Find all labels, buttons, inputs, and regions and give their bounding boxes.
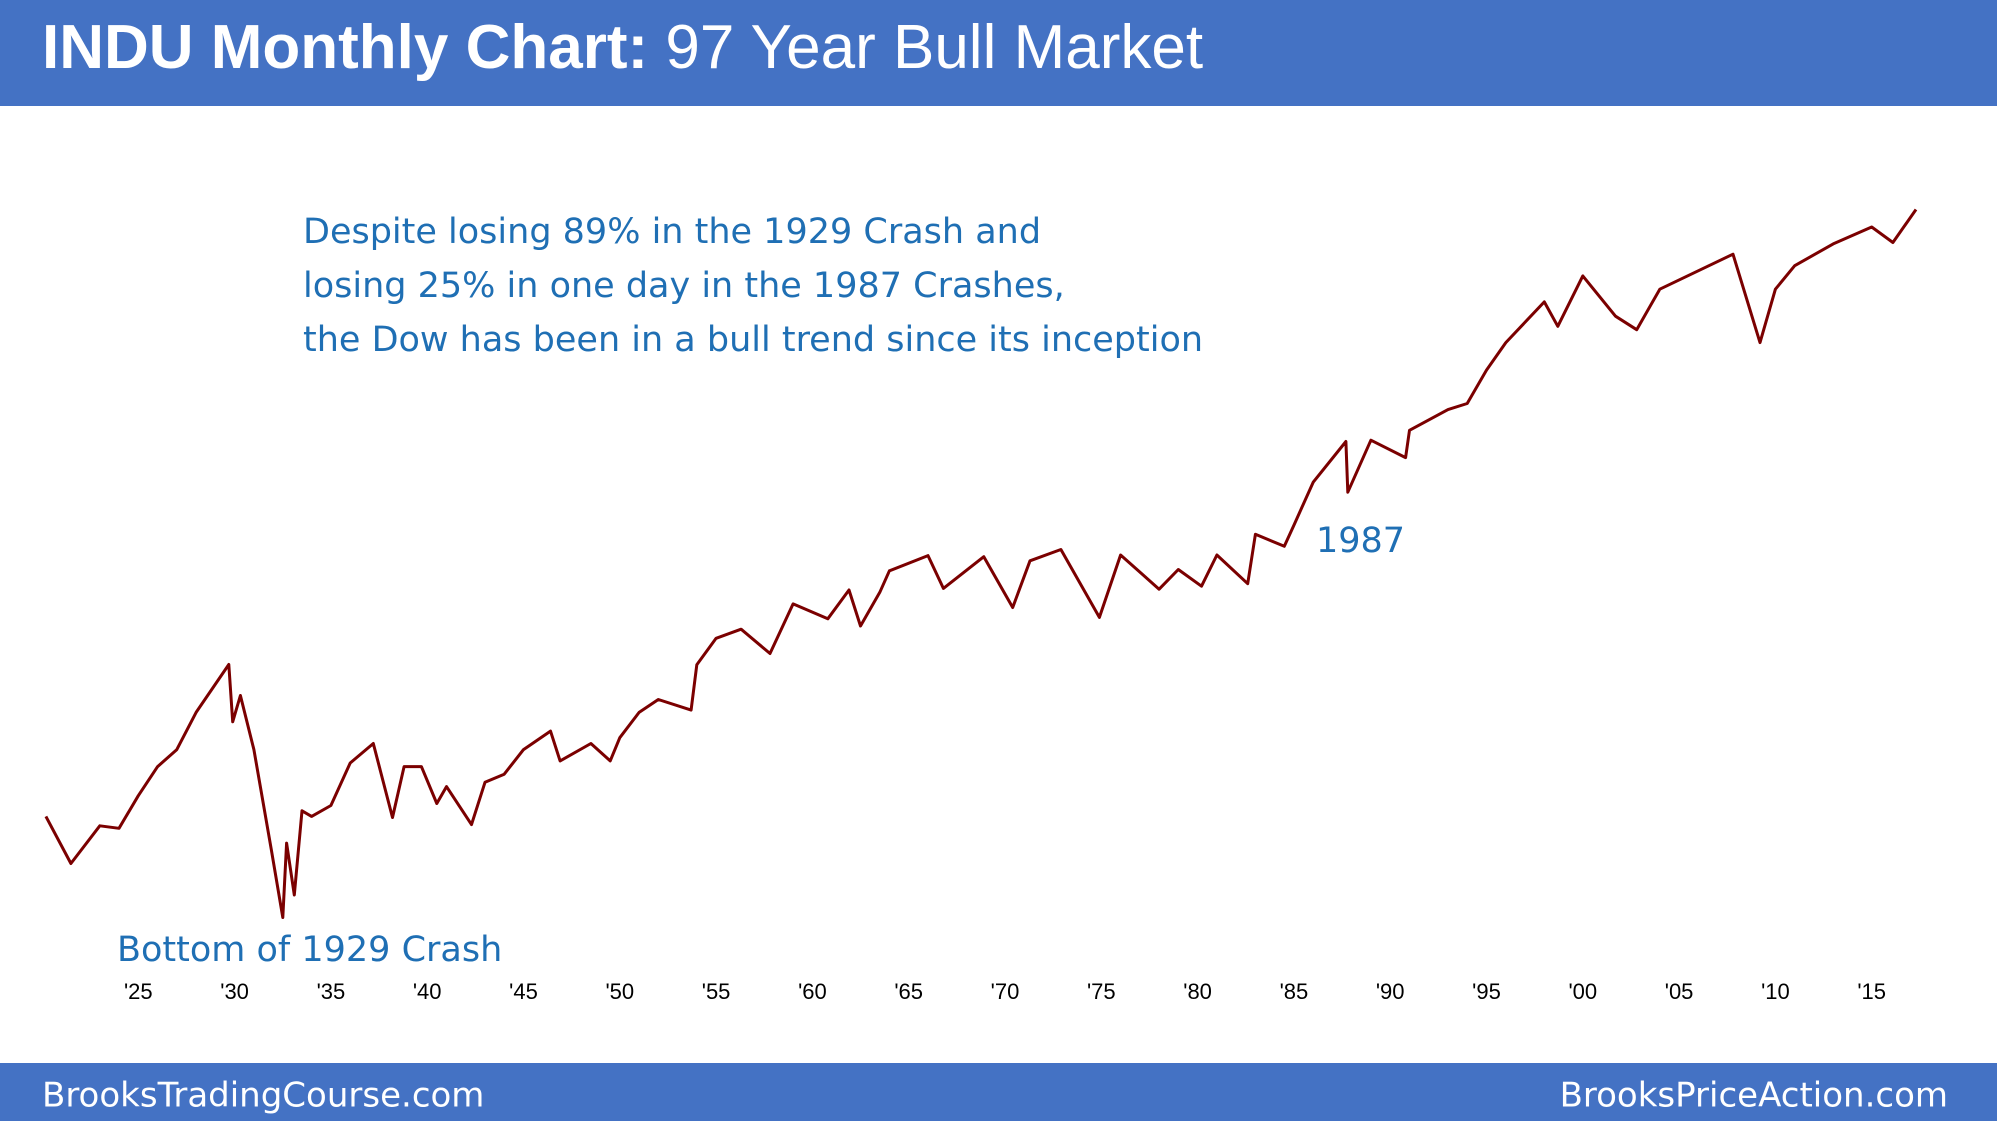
footer-left: BrooksTradingCourse.com — [42, 1076, 484, 1116]
x-tick-label: '50 — [605, 979, 634, 1004]
annotation: Bottom of 1929 Crash — [117, 930, 502, 970]
x-tick-label: '40 — [413, 979, 442, 1004]
x-tick-label: '75 — [1087, 979, 1116, 1004]
title-main: INDU Monthly Chart: — [42, 13, 648, 82]
x-tick-label: '10 — [1761, 979, 1790, 1004]
x-tick-label: '60 — [798, 979, 827, 1004]
chart-title: INDU Monthly Chart: 97 Year Bull Market — [42, 13, 1203, 82]
price-line — [44, 208, 1918, 919]
footer-right: BrooksPriceAction.com — [1560, 1076, 1948, 1116]
header-bar — [0, 0, 1997, 106]
annotation: losing 25% in one day in the 1987 Crashe… — [303, 266, 1065, 306]
x-tick-label: '65 — [894, 979, 923, 1004]
x-tick-label: '25 — [124, 979, 153, 1004]
x-tick-label: '00 — [1568, 979, 1597, 1004]
x-tick-label: '05 — [1665, 979, 1694, 1004]
annotation: Despite losing 89% in the 1929 Crash and — [303, 212, 1041, 252]
x-tick-label: '85 — [1280, 979, 1309, 1004]
x-tick-label: '35 — [317, 979, 346, 1004]
x-tick-label: '90 — [1376, 979, 1405, 1004]
annotation: the Dow has been in a bull trend since i… — [303, 320, 1203, 360]
x-tick-label: '70 — [991, 979, 1020, 1004]
x-tick-label: '95 — [1472, 979, 1501, 1004]
x-tick-label: '55 — [702, 979, 731, 1004]
footer-bar — [0, 1063, 1997, 1121]
title-sub: 97 Year Bull Market — [665, 13, 1203, 82]
x-tick-label: '80 — [1183, 979, 1212, 1004]
annotation: 1987 — [1316, 521, 1405, 561]
x-tick-label: '45 — [509, 979, 538, 1004]
x-tick-label: '30 — [220, 979, 249, 1004]
x-tick-label: '15 — [1857, 979, 1886, 1004]
